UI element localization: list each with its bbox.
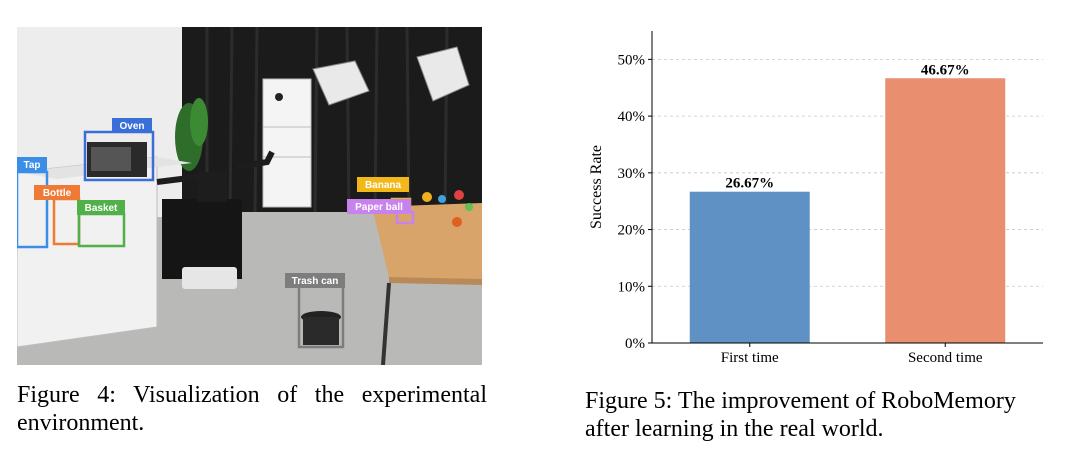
figure-4-caption: Figure 4: Visualization of the experimen… [17, 381, 487, 437]
environment-scene: Oven Tap Bottle Basket Banana Paper ball… [17, 27, 482, 365]
y-tick-label: 50% [618, 52, 646, 68]
success-rate-chart: 26.67% 46.67% 0% 10% 20% 30% 40% 50% First tim… [588, 31, 1043, 366]
oven-label: Oven [119, 121, 144, 132]
figure-5-caption: Figure 5: The improvement of RoboMemory … [585, 387, 1055, 443]
figure-4-caption-text: Visualization of the experimental enviro… [17, 382, 487, 436]
plant [175, 98, 208, 171]
y-tick-label: 0% [625, 336, 645, 352]
x-axis-ticks: First time Second time [721, 343, 983, 366]
environment-photo: Oven Tap Bottle Basket Banana Paper ball… [17, 27, 482, 365]
softbox-right [416, 46, 470, 102]
y-tick-label: 20% [618, 223, 646, 239]
paper-ball-label-bg [347, 199, 411, 214]
figure-5-caption-text: The improvement of RoboMemory after lear… [585, 388, 1016, 442]
x-tick-label: First time [721, 350, 779, 366]
y-tick-label: 30% [618, 166, 646, 182]
y-tick-label: 10% [618, 279, 646, 295]
tap-label-bg [17, 157, 47, 172]
y-axis-ticks: 0% 10% 20% 30% 40% 50% [618, 52, 652, 352]
y-axis-label: Success Rate [588, 145, 605, 229]
y-tick-label: 40% [618, 109, 646, 125]
bar [885, 78, 1006, 343]
trash-can-label: Trash can [292, 276, 339, 287]
basket-label: Basket [85, 203, 118, 214]
bar-value-label: 46.67% [921, 62, 970, 78]
figure-4-caption-prefix: Figure 4: [17, 382, 116, 408]
bottle-label: Bottle [43, 188, 72, 199]
bar-value-label: 26.67% [725, 176, 774, 192]
bottle-label-bg [34, 185, 80, 200]
refrigerator [262, 78, 312, 208]
figure-5-caption-prefix: Figure 5: [585, 388, 673, 414]
banana-label: Banana [365, 180, 402, 191]
trash-can-label-bg [285, 273, 345, 288]
basket-label-bg [77, 200, 125, 215]
x-tick-label: Second time [908, 350, 983, 366]
bar [689, 191, 810, 343]
robot [156, 150, 275, 289]
tap-label: Tap [23, 160, 40, 171]
oven-label-bg [112, 118, 152, 133]
paper-ball-label: Paper ball [355, 202, 403, 213]
chart-bars: 26.67% 46.67% [689, 62, 1006, 343]
softbox-left [312, 60, 370, 106]
banana-label-bg [357, 177, 409, 192]
trash-can [301, 311, 341, 345]
